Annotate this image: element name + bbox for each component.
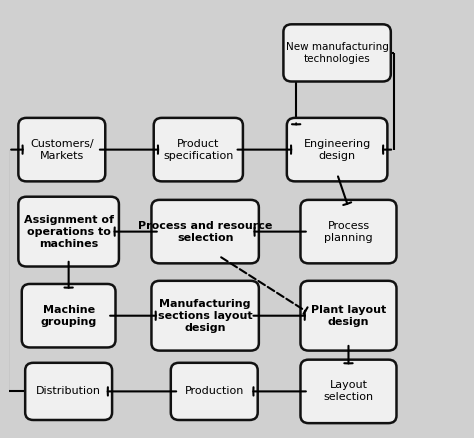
Text: Process
planning: Process planning: [324, 221, 373, 243]
Text: Product
specification: Product specification: [163, 138, 234, 161]
Text: Production: Production: [184, 386, 244, 396]
FancyBboxPatch shape: [152, 281, 259, 350]
FancyBboxPatch shape: [301, 360, 396, 423]
Text: Process and resource
selection: Process and resource selection: [138, 221, 273, 243]
Text: Assignment of
operations to
machines: Assignment of operations to machines: [24, 215, 114, 249]
FancyBboxPatch shape: [18, 197, 119, 266]
FancyBboxPatch shape: [171, 363, 258, 420]
FancyBboxPatch shape: [283, 25, 391, 81]
Text: Manufacturing
sections layout
design: Manufacturing sections layout design: [158, 299, 253, 333]
Text: Machine
grouping: Machine grouping: [40, 305, 97, 327]
FancyBboxPatch shape: [152, 200, 259, 263]
FancyBboxPatch shape: [18, 118, 105, 181]
Text: Distribution: Distribution: [36, 386, 101, 396]
Text: Engineering
design: Engineering design: [303, 138, 371, 161]
FancyBboxPatch shape: [25, 363, 112, 420]
FancyBboxPatch shape: [22, 284, 116, 347]
Text: Plant layout
design: Plant layout design: [311, 305, 386, 327]
Text: Customers/
Markets: Customers/ Markets: [30, 138, 94, 161]
Text: Layout
selection: Layout selection: [323, 380, 374, 403]
FancyBboxPatch shape: [287, 118, 387, 181]
FancyBboxPatch shape: [154, 118, 243, 181]
FancyBboxPatch shape: [301, 281, 396, 350]
Text: New manufacturing
technologies: New manufacturing technologies: [286, 42, 389, 64]
FancyBboxPatch shape: [301, 200, 396, 263]
